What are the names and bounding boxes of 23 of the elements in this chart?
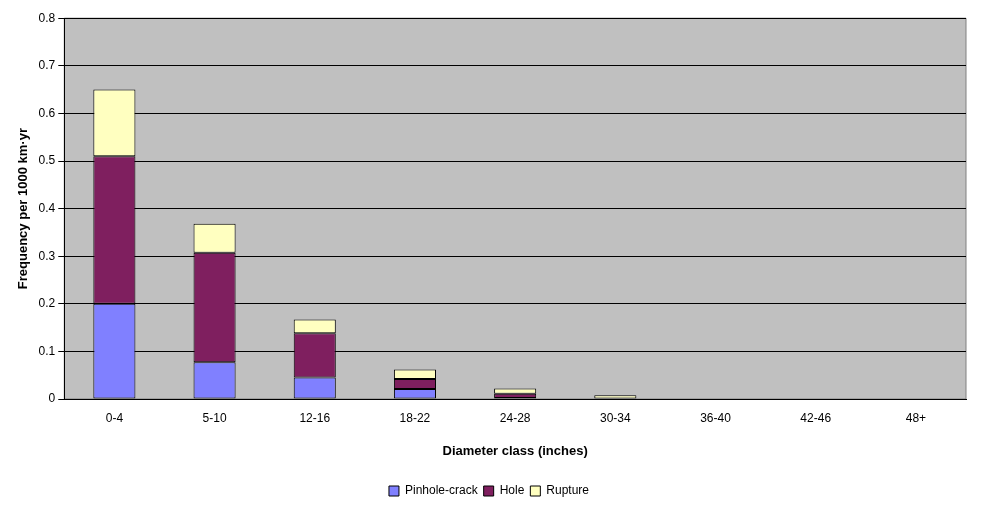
y-tick-label: 0.8 bbox=[38, 10, 56, 25]
x-tick-label: 24-28 bbox=[499, 410, 531, 425]
x-tick-label: 12-16 bbox=[299, 410, 331, 425]
y-tick-label: 0 bbox=[48, 391, 56, 406]
x-tick-label: 42-46 bbox=[800, 410, 832, 425]
legend-label: Rupture bbox=[546, 483, 590, 498]
y-tick-label: 0.4 bbox=[38, 200, 56, 215]
x-tick-label: 5-10 bbox=[202, 410, 227, 425]
y-tick-label: 0.3 bbox=[38, 248, 56, 263]
x-tick-label: 36-40 bbox=[700, 410, 732, 425]
x-tick-label: 48+ bbox=[905, 410, 927, 425]
x-tick-label: 30-34 bbox=[599, 410, 631, 425]
y-tick-label: 0.1 bbox=[38, 343, 56, 358]
x-tick-label: 18-22 bbox=[399, 410, 431, 425]
legend-label: Pinhole-crack bbox=[404, 483, 479, 498]
y-tick-label: 0.2 bbox=[38, 296, 56, 311]
x-axis-title: Diameter class (inches) bbox=[442, 442, 588, 458]
y-tick-label: 0.5 bbox=[38, 153, 56, 168]
y-tick-label: 0.6 bbox=[38, 105, 56, 120]
legend-label: Hole bbox=[499, 483, 525, 498]
x-tick-label: 0-4 bbox=[105, 410, 124, 425]
y-axis-title: Frequency per 1000 km·yr bbox=[15, 128, 31, 290]
y-tick-label: 0.7 bbox=[38, 58, 56, 73]
